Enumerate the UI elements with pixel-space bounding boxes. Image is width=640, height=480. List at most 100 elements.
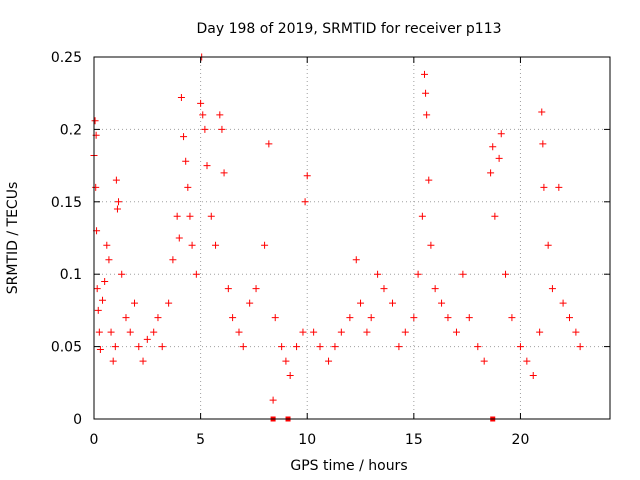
data-point	[422, 89, 430, 97]
data-point	[438, 299, 446, 307]
data-point	[180, 133, 188, 141]
y-tick-label: 0	[73, 412, 82, 428]
data-point	[367, 314, 375, 322]
data-point	[529, 372, 537, 380]
data-point	[150, 328, 158, 336]
data-point	[107, 328, 115, 336]
data-point	[111, 343, 119, 351]
data-point	[480, 357, 488, 365]
data-point	[282, 357, 290, 365]
data-point	[109, 357, 117, 365]
data-point	[173, 212, 181, 220]
data-point	[246, 299, 254, 307]
data-point	[538, 108, 546, 116]
data-point	[459, 270, 467, 278]
data-point	[363, 328, 371, 336]
data-points	[90, 53, 584, 422]
data-point	[271, 314, 279, 322]
data-point	[301, 198, 309, 206]
data-point	[325, 357, 333, 365]
data-point	[177, 94, 185, 102]
data-point	[261, 241, 269, 249]
plot-frame	[93, 56, 611, 420]
data-point	[555, 183, 563, 191]
data-point	[112, 176, 120, 184]
data-point	[197, 99, 205, 107]
data-point	[423, 111, 431, 119]
x-tick-label: 0	[90, 432, 99, 448]
data-point	[165, 299, 173, 307]
data-point	[572, 328, 580, 336]
data-point	[380, 285, 388, 293]
data-point	[126, 328, 134, 336]
data-point	[252, 285, 260, 293]
data-point	[103, 241, 111, 249]
data-point	[101, 277, 109, 285]
data-point	[420, 70, 428, 78]
data-point	[216, 111, 224, 119]
data-point	[265, 140, 273, 148]
data-point	[192, 270, 200, 278]
data-point	[487, 169, 495, 177]
data-point	[544, 241, 552, 249]
y-axis-label: SRMTID / TECUs	[5, 182, 21, 295]
y-tick-label: 0.1	[60, 267, 82, 283]
data-point	[418, 212, 426, 220]
data-point	[92, 183, 100, 191]
data-point	[299, 328, 307, 336]
data-point	[115, 198, 123, 206]
data-point	[576, 343, 584, 351]
data-point	[154, 314, 162, 322]
data-point	[414, 270, 422, 278]
data-point	[135, 343, 143, 351]
data-point	[389, 299, 397, 307]
data-point	[99, 296, 107, 304]
chart-title: Day 198 of 2019, SRMTID for receiver p11…	[196, 21, 501, 37]
data-point	[548, 285, 556, 293]
data-point	[495, 154, 503, 162]
x-tick-label: 10	[298, 432, 316, 448]
data-point	[91, 117, 99, 125]
data-point	[431, 285, 439, 293]
data-point	[425, 176, 433, 184]
data-point	[201, 125, 209, 133]
data-point	[536, 328, 544, 336]
data-point	[452, 328, 460, 336]
data-point	[346, 314, 354, 322]
data-point	[401, 328, 409, 336]
data-point	[491, 212, 499, 220]
data-point	[188, 241, 196, 249]
data-point	[143, 335, 151, 343]
data-point	[331, 343, 339, 351]
data-point	[229, 314, 237, 322]
data-point	[220, 169, 228, 177]
data-point	[502, 270, 510, 278]
data-point	[239, 343, 247, 351]
data-point	[374, 270, 382, 278]
data-point	[95, 328, 103, 336]
data-point	[427, 241, 435, 249]
data-point	[352, 256, 360, 264]
data-point	[186, 212, 194, 220]
x-tick-label: 5	[196, 432, 205, 448]
data-point	[497, 130, 505, 138]
data-point	[94, 306, 102, 314]
data-point	[139, 357, 147, 365]
data-point	[474, 343, 482, 351]
data-point	[118, 270, 126, 278]
data-point	[565, 314, 573, 322]
data-point	[113, 205, 121, 213]
data-point	[357, 299, 365, 307]
data-point	[444, 314, 452, 322]
data-point	[269, 396, 277, 404]
data-point	[303, 172, 311, 180]
x-tick-label: 20	[512, 432, 530, 448]
data-point	[203, 162, 211, 170]
data-point	[175, 234, 183, 242]
data-point	[199, 111, 207, 119]
data-point	[218, 125, 226, 133]
axis-ticks: 0 5 10 15 20 0 0.05 0.1 0.15 0.2 0.25	[51, 50, 610, 448]
data-point	[105, 256, 113, 264]
data-point	[212, 241, 220, 249]
